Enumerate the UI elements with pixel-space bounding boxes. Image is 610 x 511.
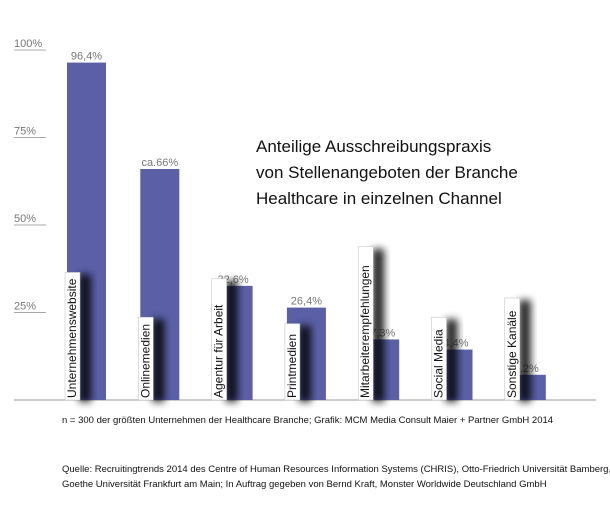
category-label-box	[211, 278, 227, 401]
bar-value-label: 96,4%	[71, 51, 102, 63]
category-label: Onlinemedien	[138, 324, 152, 398]
chart-labels: 96,4% Unternehmenswebsite ca.66% Onlinemedi…	[64, 51, 539, 402]
category-label-box	[357, 246, 374, 401]
bar-value-label: 26,4%	[291, 296, 322, 308]
y-tick-label: 75%	[14, 126, 36, 138]
chart-title-line-2: von Stellenangeboten der Branche	[256, 163, 518, 182]
category-label: Agentur für Arbeit	[212, 304, 226, 398]
category-label-shadow	[79, 274, 91, 402]
category-label-shadow	[298, 325, 311, 402]
category-label-box	[64, 272, 81, 401]
category-label: Sonstige Kanäle	[505, 310, 519, 398]
chart-title-line-1: Anteilige Ausschreibungspraxis	[256, 137, 491, 156]
category-label-box	[284, 323, 301, 401]
category-label: Social Media	[432, 329, 446, 398]
category-label: Printmedien	[285, 334, 299, 398]
category-label-shadow	[372, 248, 385, 402]
category-label-box	[431, 316, 447, 401]
category-label-box	[504, 297, 521, 401]
y-tick-label: 25%	[14, 301, 36, 313]
chart-footnote: n = 300 der größten Unternehmen der Heal…	[62, 415, 554, 426]
bar-chart: 25% 50% 75% 100% 96,4% Unternehmenswebsite ca…	[14, 38, 596, 402]
category-label-shadow	[225, 280, 238, 402]
category-label-shadow	[518, 300, 531, 402]
category-label-shadow	[152, 319, 165, 402]
source-line-2: Goethe Universität Frankfurt am Main; In…	[62, 479, 547, 490]
category-label: Unternehmenswebsite	[65, 278, 79, 398]
category-label-shadow	[445, 319, 458, 402]
y-tick-label: 50%	[14, 213, 36, 225]
chart-title-line-3: Healthcare in einzelnen Channel	[256, 189, 502, 208]
y-tick-label: 100%	[14, 38, 42, 50]
source-line-1: Quelle: Recruitingtrends 2014 des Centre…	[62, 464, 610, 475]
category-label-box	[138, 316, 154, 401]
bar-value-label: ca.66%	[141, 157, 178, 169]
category-label: Mitarbeiterempfehlungen	[358, 265, 372, 398]
